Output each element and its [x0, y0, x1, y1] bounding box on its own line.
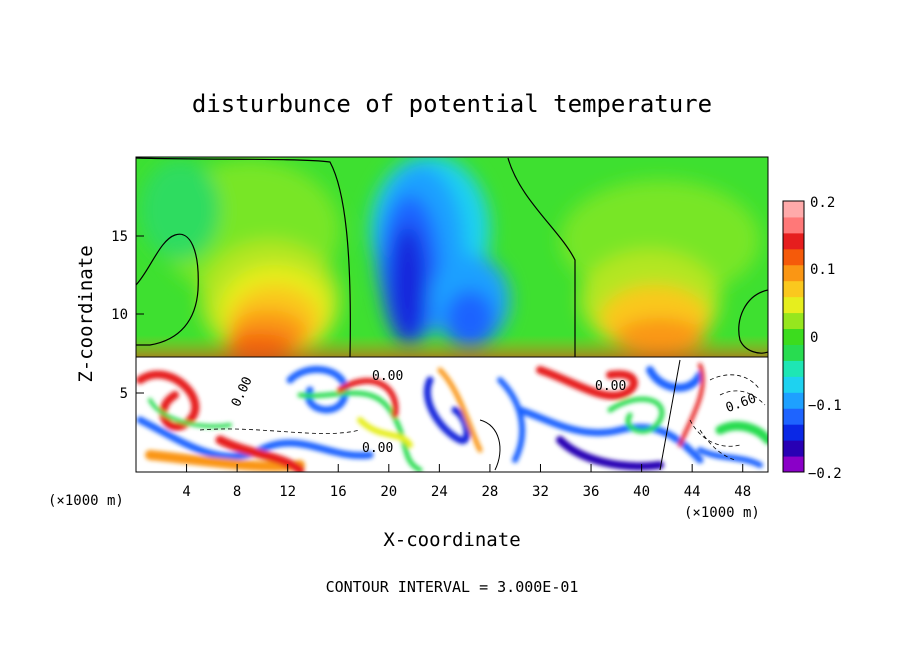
- contour-label: 0.00: [362, 441, 393, 456]
- y-axis: 5 10 15 Z-coordinate: [75, 229, 144, 402]
- x-unit-label: (×1000 m): [48, 493, 124, 509]
- chart-title: disturbunce of potential temperature: [192, 90, 712, 118]
- x-tick-label: 4: [182, 484, 190, 500]
- colorbar-cell: [783, 296, 804, 314]
- contour-label: 0.00: [595, 379, 626, 394]
- colorbar-tick-label: 0: [810, 330, 818, 346]
- contour-interval-note: CONTOUR INTERVAL = 3.000E-01: [326, 578, 579, 596]
- contour-label: 0.00: [372, 369, 403, 384]
- colorbar-cell: [783, 264, 804, 282]
- x-axis: 4 8 12 16 20 24 28 32 36 40 44 48 X-coordinate (×10…: [48, 464, 760, 551]
- x-tick-label: 12: [279, 484, 296, 500]
- x-tick-label: 24: [431, 484, 448, 500]
- x-axis-label: X-coordinate: [383, 529, 520, 551]
- colorbar-cell: [783, 456, 804, 473]
- colorbar-cell: [783, 280, 804, 298]
- x-tick-label: 44: [684, 484, 701, 500]
- colorbar-tick-label: 0.1: [810, 262, 835, 278]
- colorbar-cell: [783, 232, 804, 250]
- x-tick-label: 32: [532, 484, 549, 500]
- colorbar-cell: [783, 248, 804, 266]
- x-tick-label: 48: [734, 484, 751, 500]
- colorbar-cell: [783, 392, 804, 409]
- y-tick-label: 5: [120, 386, 128, 402]
- colorbar-cell: [783, 312, 804, 330]
- colorbar-frame: [782, 200, 805, 473]
- colorbar-tick-label: −0.2: [808, 466, 842, 482]
- x-unit-label-right: (×1000 m): [684, 505, 760, 521]
- x-tick-label: 8: [233, 484, 241, 500]
- colorbar-cell: [783, 216, 804, 234]
- colorbar-tick-label: 0.2: [810, 195, 835, 211]
- colorbar-cell: [783, 440, 804, 457]
- colorbar-cell: [783, 344, 804, 361]
- colorbar-cell: [783, 360, 804, 377]
- colorbar-cell: [783, 408, 804, 425]
- x-tick-label: 40: [633, 484, 650, 500]
- colorbar: 0.2 0.1 0 −0.1 −0.2: [782, 195, 842, 482]
- colorbar-cell: [783, 328, 804, 345]
- x-tick-label: 36: [583, 484, 600, 500]
- x-tick-label: 28: [481, 484, 498, 500]
- x-tick-label: 20: [380, 484, 397, 500]
- colorbar-cell: [783, 376, 804, 393]
- colorbar-cell: [783, 201, 804, 218]
- colorbar-cell: [783, 424, 804, 441]
- y-tick-label: 15: [111, 229, 128, 245]
- y-tick-label: 10: [111, 307, 128, 323]
- y-axis-label: Z-coordinate: [75, 245, 97, 382]
- x-tick-label: 16: [330, 484, 347, 500]
- heatmap-field: [136, 157, 768, 472]
- colorbar-tick-label: −0.1: [808, 398, 842, 414]
